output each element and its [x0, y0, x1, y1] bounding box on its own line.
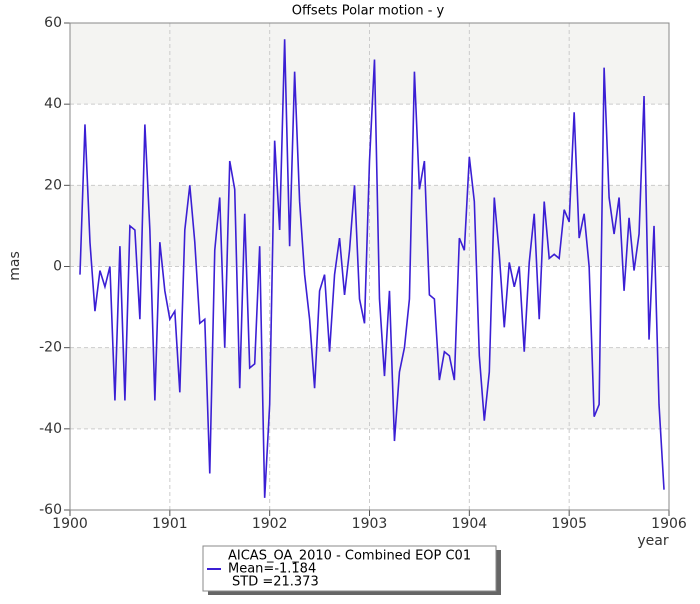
- legend-note: STD =21.373: [232, 575, 319, 590]
- y-tick-label: 20: [44, 177, 62, 193]
- x-tick-label: 1904: [452, 516, 488, 532]
- chart-title: Offsets Polar motion - y: [292, 4, 445, 19]
- x-axis-label: year: [637, 533, 668, 549]
- x-tick-label: 1900: [52, 516, 88, 532]
- legend-label: AICAS_OA_2010 - Combined EOP C01: [228, 549, 471, 564]
- band: [70, 23, 669, 105]
- x-tick-label: 1902: [252, 516, 288, 532]
- y-tick-label: 0: [53, 259, 62, 275]
- plot-frame: [69, 22, 670, 511]
- x-tick-label: 1901: [152, 516, 188, 532]
- x-tick-label: 1905: [551, 516, 587, 532]
- x-tick-label: 1906: [651, 516, 687, 532]
- legend-box: [202, 545, 497, 592]
- y-tick-label: 40: [44, 96, 62, 112]
- x-tick-label: 1903: [352, 516, 388, 532]
- y-tick-label: -60: [39, 502, 62, 518]
- legend: AICAS_OA_2010 - Combined EOP C01 Mean=-1…: [202, 545, 501, 595]
- y-tick-label: -40: [39, 421, 62, 437]
- y-tick-label: -20: [39, 340, 62, 356]
- y-axis-label: mas: [7, 251, 23, 281]
- y-tick-label: 60: [44, 15, 62, 31]
- data-line: [79, 39, 665, 498]
- legend-note: Mean=-1.184: [228, 562, 316, 577]
